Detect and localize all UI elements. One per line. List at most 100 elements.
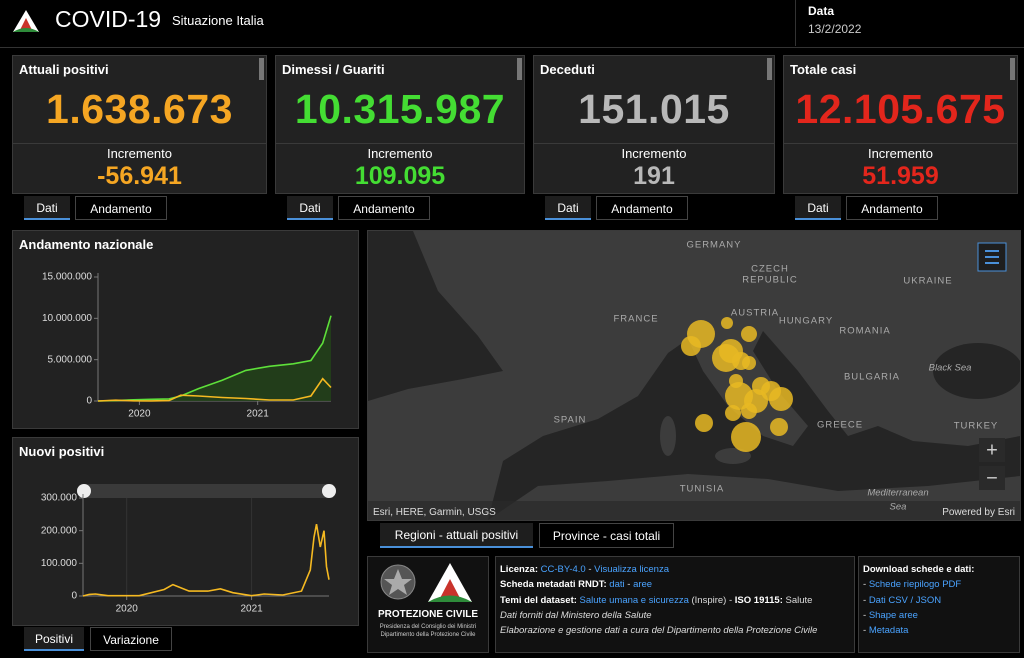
tab[interactable]: Positivi xyxy=(24,627,84,651)
tab[interactable]: Andamento xyxy=(75,196,167,220)
info-label: Licenza: xyxy=(500,564,539,575)
tab[interactable]: Dati xyxy=(545,196,591,220)
slider-handle[interactable] xyxy=(322,484,336,498)
tab[interactable]: Andamento xyxy=(596,196,688,220)
map-label: ROMANIA xyxy=(839,326,890,337)
tab[interactable]: Province - casi totali xyxy=(539,523,674,548)
y-tick-label: 10.000.000 xyxy=(42,313,92,324)
map-label: FRANCE xyxy=(613,314,658,325)
x-tick-label: 2020 xyxy=(116,604,139,615)
map-label: GERMANY xyxy=(686,240,741,251)
card: Deceduti 151.015 Incremento 191 xyxy=(533,55,775,194)
link[interactable]: Shape aree xyxy=(868,609,918,621)
line xyxy=(97,315,332,402)
y-tick-label: 15.000.000 xyxy=(42,272,92,283)
map-bubble[interactable] xyxy=(742,356,756,370)
divider xyxy=(13,143,266,144)
card-increment-label: Incremento xyxy=(106,146,173,161)
download-item: - Shape aree xyxy=(863,608,1015,623)
map-bubble[interactable] xyxy=(712,344,740,372)
info-line: Scheda metadati RNDT: dati - aree xyxy=(500,577,850,592)
chart-panel: Andamento nazionale 0 5.000.000 10.000.000… xyxy=(12,230,359,429)
y-tick-label: 0 xyxy=(86,396,92,407)
chart-title: Nuovi positivi xyxy=(19,444,105,459)
map-bubble[interactable] xyxy=(741,326,757,342)
zoom-out-button[interactable] xyxy=(979,466,1005,490)
link[interactable]: aree xyxy=(633,579,653,591)
app-subtitle: Situazione Italia xyxy=(172,13,264,28)
attribution-bar xyxy=(368,501,1020,520)
area xyxy=(98,315,331,401)
slider-handle[interactable] xyxy=(77,484,91,498)
download-panel: Download schede e dati: - Schede riepilo… xyxy=(858,556,1020,653)
map-bubble[interactable] xyxy=(725,405,741,421)
chart: 0 5.000.000 10.000.000 15.000.000 2020 2021 xyxy=(42,272,332,420)
card-label: Totale casi xyxy=(790,62,857,77)
zoom-out[interactable]: − xyxy=(986,467,998,489)
map[interactable]: + − Esri, HERE, Garmin, USGS Powered by … xyxy=(368,231,1020,520)
download-item: - Dati CSV / JSON xyxy=(863,593,1015,608)
link[interactable]: Dati CSV / JSON xyxy=(868,594,942,606)
zoom-in-button[interactable] xyxy=(979,438,1005,462)
sea xyxy=(488,331,1020,520)
card: Attuali positivi 1.638.673 Incremento -56.9… xyxy=(12,55,267,194)
map-bubble[interactable] xyxy=(731,422,761,452)
card-label: Dimessi / Guariti xyxy=(282,62,385,77)
info-label: ISO 19115: xyxy=(734,594,783,606)
y-tick-label: 0 xyxy=(71,591,77,602)
tab[interactable]: Dati xyxy=(795,196,841,220)
info-text: - xyxy=(585,564,595,575)
tab[interactable]: Dati xyxy=(24,196,70,220)
map-label: HUNGARY xyxy=(779,316,833,327)
tab[interactable]: Regioni - attuali positivi xyxy=(380,523,533,548)
link[interactable]: Salute umana e sicurezza xyxy=(579,594,689,606)
y-tick-label: 300.000 xyxy=(41,493,78,504)
bullet: - xyxy=(863,609,867,621)
sea xyxy=(368,231,503,401)
link[interactable]: Metadata xyxy=(868,625,909,637)
map-bubble[interactable] xyxy=(769,387,793,411)
zoom-in[interactable]: + xyxy=(986,439,998,461)
map-label: GREECE xyxy=(817,420,863,431)
tab[interactable]: Andamento xyxy=(338,196,430,220)
link[interactable]: Visualizza licenza xyxy=(594,564,669,575)
map-bubble[interactable] xyxy=(681,336,701,356)
map-bubble[interactable] xyxy=(741,403,757,419)
tab[interactable]: Andamento xyxy=(846,196,938,220)
info-line: Dati forniti dal Ministero della Salute xyxy=(500,609,652,621)
link[interactable]: CC-BY-4.0 xyxy=(540,564,586,575)
x-tick-label: 2021 xyxy=(247,409,270,420)
card-value: 1.638.673 xyxy=(46,86,233,132)
range-slider[interactable] xyxy=(83,484,333,498)
y-tick-label: 5.000.000 xyxy=(48,354,93,365)
map-label: UKRAINE xyxy=(903,276,952,287)
link[interactable]: dati xyxy=(609,579,625,591)
tab[interactable]: Dati xyxy=(287,196,333,220)
app-logo xyxy=(13,10,39,32)
card-increment: -56.941 xyxy=(97,162,182,190)
map-label: TURKEY xyxy=(954,421,999,432)
tab[interactable]: Variazione xyxy=(90,627,172,651)
bullet: - xyxy=(863,594,867,606)
info-panel: Licenza: CC-BY-4.0 - Visualizza licenza … xyxy=(495,556,855,653)
scrollbar xyxy=(1010,58,1015,80)
map-bubble[interactable] xyxy=(770,418,788,436)
info-line: Elaborazione e gestione dati a cura del … xyxy=(500,625,818,637)
sea xyxy=(933,343,1020,399)
card-increment-label: Incremento xyxy=(367,146,433,161)
chart-panel: Nuovi positivi 0 100.000 200.000 300.000 202… xyxy=(12,437,359,626)
divider xyxy=(795,0,796,46)
divider xyxy=(276,143,524,144)
map-bubble[interactable] xyxy=(695,414,713,432)
download-item: - Schede riepilogo PDF xyxy=(863,577,1015,592)
map-bubble[interactable] xyxy=(752,377,770,395)
map-bubble[interactable] xyxy=(721,317,733,329)
map-label: TUNISIA xyxy=(680,484,724,495)
date-value: 13/2/2022 xyxy=(808,22,862,36)
date-label: Data xyxy=(808,4,835,18)
line xyxy=(82,523,330,597)
card-increment: 109.095 xyxy=(354,162,446,190)
x-tick-label: 2020 xyxy=(128,409,151,420)
link[interactable]: Schede riepilogo PDF xyxy=(868,579,962,591)
card: Dimessi / Guariti 10.315.987 Incremento 109… xyxy=(275,55,525,194)
